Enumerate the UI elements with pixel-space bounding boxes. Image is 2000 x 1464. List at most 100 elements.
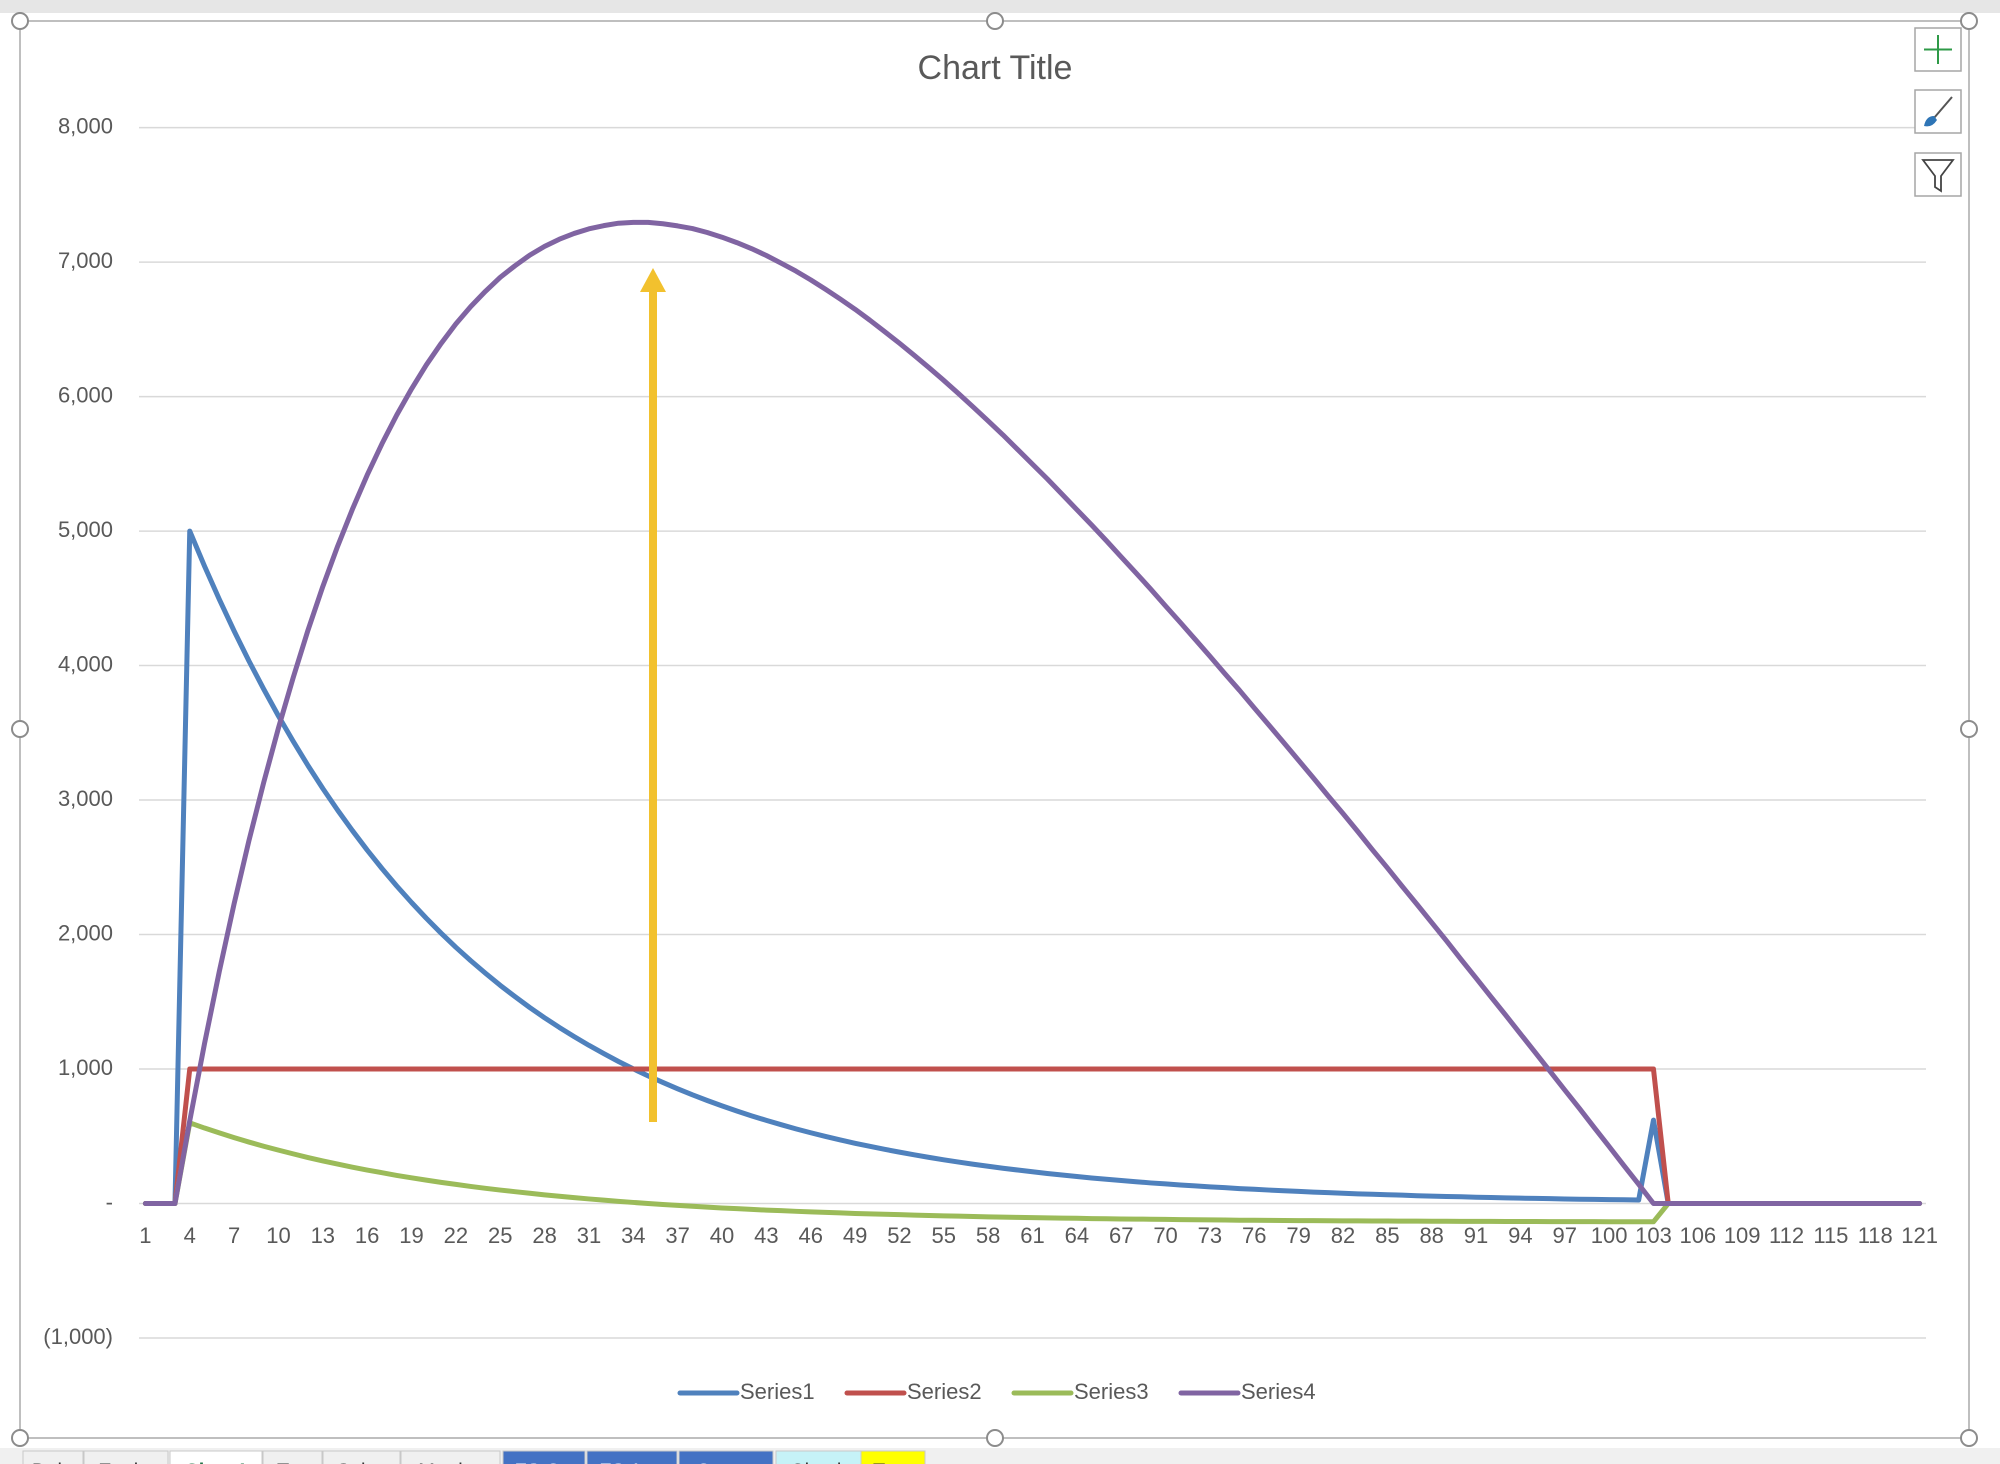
sheet-tab-label[interactable]: Solve: [336, 1460, 386, 1464]
sheet-tab[interactable]: [400, 1450, 501, 1464]
y-tick-label: 7,000: [58, 248, 113, 273]
x-tick-label: 31: [577, 1223, 601, 1248]
x-tick-label: 82: [1331, 1223, 1355, 1248]
chart-elements-button[interactable]: [1914, 27, 1962, 72]
x-tick-label: 94: [1508, 1223, 1532, 1248]
sheet-tab-label[interactable]: Metrics: [418, 1460, 482, 1464]
legend-label: Series2: [907, 1379, 982, 1404]
x-tick-label: 70: [1153, 1223, 1177, 1248]
x-tick-label: 112: [1769, 1223, 1804, 1248]
legend-label: Series3: [1074, 1379, 1149, 1404]
sheet-tab[interactable]: [678, 1450, 774, 1464]
handle[interactable]: [11, 1429, 29, 1447]
sheet-tabs: Debt Equity Chart1 Tax Solve Metrics FS Qtr FS …: [22, 1450, 926, 1464]
x-tick-label: 25: [488, 1223, 512, 1248]
top-strip: [0, 0, 2000, 13]
sheet-tab[interactable]: [169, 1450, 263, 1464]
x-tick-label: 61: [1020, 1223, 1044, 1248]
x-tick-label: 79: [1286, 1223, 1310, 1248]
x-tick-label: 97: [1553, 1223, 1577, 1248]
sheet-tab[interactable]: [322, 1450, 401, 1464]
sheet-tab-label[interactable]: Output: [696, 1460, 756, 1464]
brush-handle: [1933, 96, 1953, 119]
handle[interactable]: [986, 1429, 1004, 1447]
handle[interactable]: [1960, 1429, 1978, 1447]
handle[interactable]: [986, 12, 1004, 30]
x-tick-label: 52: [887, 1223, 911, 1248]
y-tick-label: 3,000: [58, 786, 113, 811]
x-tick-label: 109: [1724, 1223, 1761, 1248]
x-tick-label: 13: [311, 1223, 335, 1248]
x-tick-label: 19: [399, 1223, 423, 1248]
y-tick-label: 2,000: [58, 920, 113, 945]
x-tick-label: 67: [1109, 1223, 1133, 1248]
x-tick-label: 106: [1679, 1223, 1716, 1248]
arrow-shape[interactable]: [640, 268, 666, 1122]
x-tick-label: 88: [1419, 1223, 1443, 1248]
x-tick-label: 10: [266, 1223, 290, 1248]
x-tick-label: 100: [1591, 1223, 1628, 1248]
x-tick-label: 118: [1858, 1223, 1893, 1248]
x-tick-label: 121: [1901, 1223, 1938, 1248]
sheet-tab[interactable]: [775, 1450, 862, 1464]
y-tick-label: (1,000): [43, 1324, 113, 1349]
x-tick-label: 115: [1813, 1223, 1848, 1248]
y-tick-label: 8,000: [58, 113, 113, 138]
sheet-tab[interactable]: [22, 1450, 84, 1464]
x-tick-label: 4: [184, 1223, 196, 1248]
series-line: [142, 528, 1923, 1207]
sheet-tab[interactable]: [586, 1450, 678, 1464]
handle[interactable]: [1960, 720, 1978, 738]
sheet-tab-label[interactable]: Chart1: [184, 1460, 247, 1464]
series-line: [142, 1066, 1923, 1207]
sheet-tab[interactable]: [83, 1450, 169, 1464]
button-frame: [1914, 89, 1962, 134]
handle[interactable]: [11, 12, 29, 30]
arrow-head: [640, 268, 666, 292]
sheet-tab-label[interactable]: Equity: [98, 1460, 154, 1464]
y-tick-label: 5,000: [58, 517, 113, 542]
sheet-tab-label[interactable]: Tax: [277, 1460, 308, 1464]
sheet-tab-label[interactable]: FS Ann: [599, 1460, 665, 1464]
sheet-tab-label[interactable]: Debt: [32, 1460, 75, 1464]
sheet-tab-label[interactable]: FS Qtr: [515, 1460, 574, 1464]
x-tick-label: 58: [976, 1223, 1000, 1248]
chart-area[interactable]: [19, 20, 1970, 1439]
chart-title: Chart Title: [918, 49, 1073, 87]
handle[interactable]: [11, 720, 29, 738]
sheet-tab-label[interactable]: Check: [790, 1460, 848, 1464]
legend-label: Series4: [1241, 1379, 1316, 1404]
legend-label: Series1: [740, 1379, 815, 1404]
series-line: [142, 1120, 1923, 1225]
x-tick-label: 73: [1198, 1223, 1222, 1248]
sheet-tab-label[interactable]: Tmp: [873, 1460, 913, 1464]
selection-handles: [11, 12, 1978, 1447]
chart-filters-button[interactable]: [1914, 152, 1962, 197]
funnel-icon: [1921, 159, 1955, 193]
x-tick-label: 46: [798, 1223, 822, 1248]
sheet-tab[interactable]: [262, 1450, 323, 1464]
x-tick-label: 103: [1635, 1223, 1672, 1248]
plot-area: (1,000) - 1,000 2,000 3,000 4,000 5,000 6,000 7,…: [43, 113, 1938, 1348]
plus-icon: [1924, 35, 1952, 64]
x-tick-label: 64: [1065, 1223, 1089, 1248]
x-tick-label: 34: [621, 1223, 645, 1248]
x-tick-label: 22: [444, 1223, 468, 1248]
x-tick-label: 40: [710, 1223, 734, 1248]
y-tick-label: -: [106, 1189, 113, 1214]
y-tick-label: 6,000: [58, 382, 113, 407]
y-tick-label: 1,000: [58, 1055, 113, 1080]
sheet-tab[interactable]: [502, 1450, 586, 1464]
legend: Series1 Series2 Series3 Series4: [677, 1379, 1316, 1404]
x-tick-label: 85: [1375, 1223, 1399, 1248]
handle[interactable]: [1960, 12, 1978, 30]
x-tick-label: 91: [1464, 1223, 1488, 1248]
x-tick-label: 7: [228, 1223, 240, 1248]
chart-styles-button[interactable]: [1914, 89, 1962, 134]
x-tick-label: 16: [355, 1223, 379, 1248]
series-line: [142, 219, 1923, 1207]
x-tick-label: 37: [665, 1223, 689, 1248]
sheet-tab[interactable]: [860, 1450, 926, 1464]
